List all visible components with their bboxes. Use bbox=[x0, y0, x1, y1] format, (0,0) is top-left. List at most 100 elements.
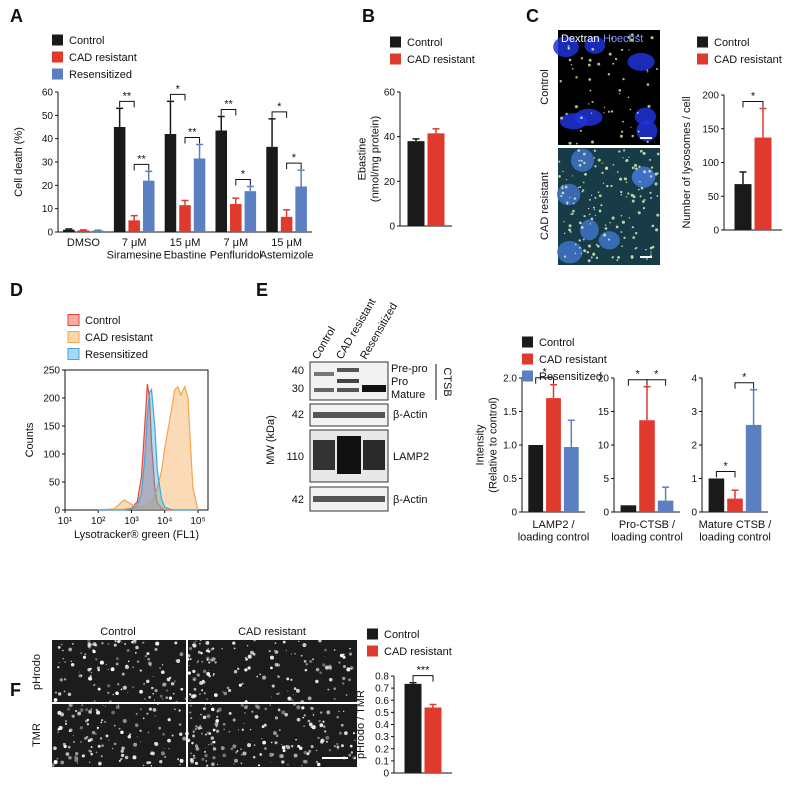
y-tick-label: 20 bbox=[598, 374, 610, 385]
punctum bbox=[70, 660, 72, 662]
punctum bbox=[296, 705, 301, 710]
punctum bbox=[163, 682, 167, 687]
punctum bbox=[162, 698, 164, 700]
bar bbox=[754, 137, 772, 230]
punctum bbox=[203, 692, 206, 695]
punctum bbox=[93, 683, 96, 687]
punctum bbox=[639, 195, 642, 198]
punctum bbox=[214, 661, 217, 664]
error-bar bbox=[643, 385, 651, 421]
band-label: β-Actin bbox=[393, 494, 427, 506]
punctum bbox=[571, 212, 574, 215]
punctum bbox=[580, 252, 583, 255]
punctum bbox=[619, 177, 623, 181]
punctum bbox=[107, 642, 110, 645]
mw: 30 bbox=[292, 383, 304, 395]
punctum bbox=[97, 744, 101, 748]
punctum bbox=[590, 112, 593, 114]
punctum bbox=[244, 656, 247, 659]
punctum bbox=[51, 763, 55, 767]
panel-label: C bbox=[526, 6, 539, 26]
punctum bbox=[233, 669, 238, 674]
punctum bbox=[87, 667, 91, 672]
punctum bbox=[272, 753, 275, 756]
punctum bbox=[315, 749, 318, 752]
punctum bbox=[57, 646, 61, 649]
punctum bbox=[308, 749, 312, 753]
panel-label: A bbox=[10, 6, 23, 26]
punctum bbox=[293, 753, 298, 758]
punctum bbox=[120, 757, 123, 761]
punctum bbox=[319, 740, 324, 744]
punctum bbox=[64, 660, 67, 664]
punctum bbox=[627, 96, 630, 99]
significance-label: * bbox=[292, 152, 297, 164]
punctum bbox=[204, 704, 207, 706]
punctum bbox=[134, 652, 137, 654]
nucleus bbox=[556, 183, 581, 206]
punctum bbox=[244, 668, 248, 672]
punctum bbox=[591, 100, 594, 103]
panel-label: D bbox=[10, 280, 23, 300]
band-label: β-Actin bbox=[393, 409, 427, 421]
punctum bbox=[124, 755, 129, 760]
y-tick-label: 0.8 bbox=[375, 672, 389, 683]
punctum bbox=[88, 761, 91, 763]
bar bbox=[657, 500, 674, 512]
error-bar bbox=[166, 100, 174, 134]
punctum bbox=[574, 243, 577, 246]
histogram-area bbox=[98, 387, 198, 511]
punctum bbox=[578, 163, 582, 167]
punctum bbox=[198, 642, 201, 645]
legend-swatch bbox=[390, 36, 401, 48]
punctum bbox=[172, 692, 175, 695]
error-bar bbox=[145, 170, 153, 181]
punctum bbox=[303, 659, 307, 663]
punctum bbox=[258, 708, 260, 710]
punctum bbox=[340, 723, 344, 727]
punctum bbox=[118, 727, 121, 730]
punctum bbox=[178, 709, 181, 712]
punctum bbox=[319, 711, 323, 714]
punctum bbox=[261, 675, 267, 680]
punctum bbox=[328, 677, 333, 682]
punctum bbox=[597, 158, 601, 162]
punctum bbox=[567, 47, 570, 50]
bar bbox=[295, 186, 307, 232]
punctum bbox=[560, 116, 564, 120]
y-tick-label: 0.7 bbox=[375, 684, 389, 695]
bar bbox=[215, 130, 228, 232]
punctum bbox=[122, 685, 127, 690]
punctum bbox=[89, 675, 92, 678]
punctum bbox=[249, 728, 252, 731]
punctum bbox=[159, 694, 163, 698]
punctum bbox=[322, 663, 326, 667]
bar bbox=[92, 230, 104, 232]
punctum bbox=[349, 744, 353, 748]
legend-label: Resensitized bbox=[85, 349, 148, 361]
punctum bbox=[252, 652, 256, 656]
punctum bbox=[233, 647, 236, 650]
punctum bbox=[582, 181, 585, 184]
punctum bbox=[136, 736, 138, 738]
punctum bbox=[637, 211, 641, 215]
punctum bbox=[120, 688, 123, 691]
punctum bbox=[120, 753, 125, 758]
punctum bbox=[341, 682, 345, 685]
punctum bbox=[587, 244, 592, 248]
punctum bbox=[298, 640, 300, 642]
punctum bbox=[594, 196, 597, 199]
bar bbox=[727, 498, 743, 512]
punctum bbox=[310, 706, 314, 710]
y-tick-label: 0 bbox=[511, 508, 517, 519]
punctum bbox=[300, 654, 303, 657]
punctum bbox=[86, 722, 90, 726]
punctum bbox=[86, 718, 90, 721]
punctum bbox=[221, 690, 224, 693]
punctum bbox=[284, 712, 288, 717]
punctum bbox=[132, 639, 137, 644]
punctum bbox=[147, 731, 150, 734]
punctum bbox=[80, 652, 83, 655]
punctum bbox=[167, 718, 171, 722]
punctum bbox=[95, 708, 98, 712]
